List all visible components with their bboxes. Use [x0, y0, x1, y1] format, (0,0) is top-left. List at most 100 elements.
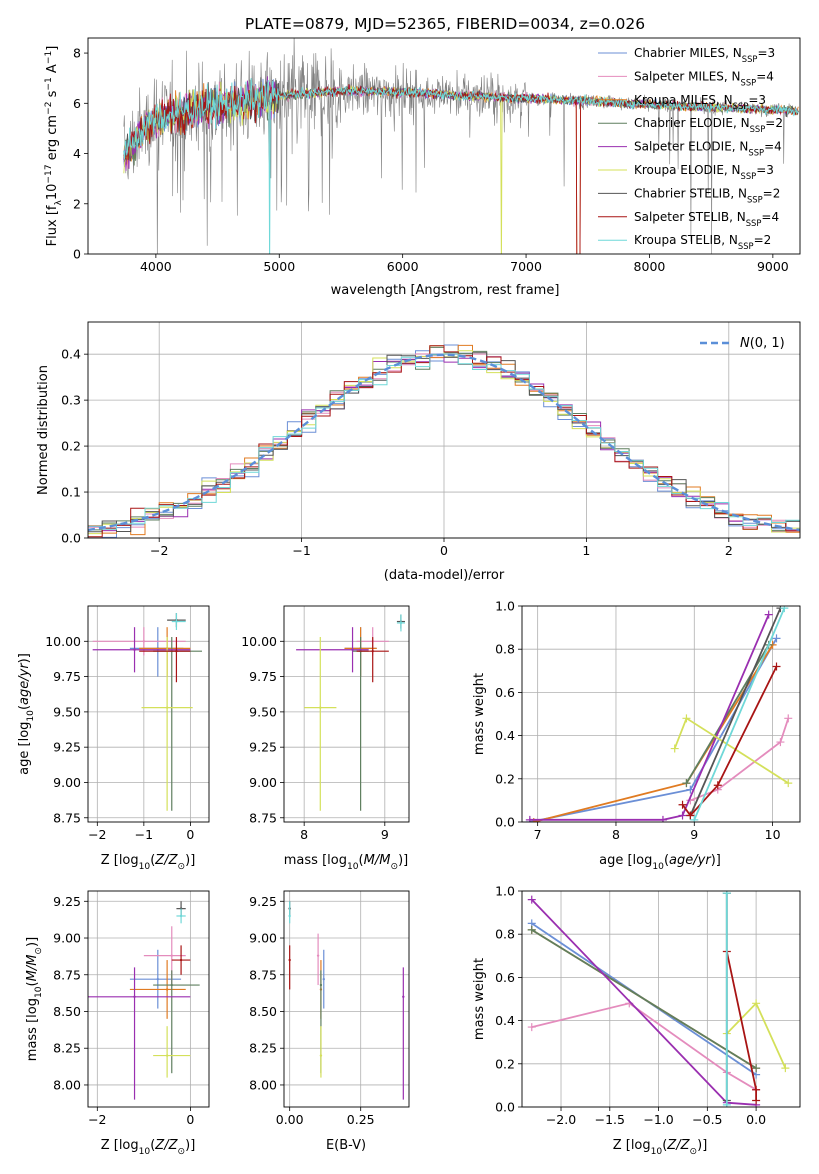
x-axis-label: Z [log10(Z/Z⊙)]	[613, 1138, 708, 1157]
data-point	[402, 995, 405, 998]
marker-plus	[682, 779, 691, 788]
series-line-chabrier-elodie	[531, 929, 757, 1069]
y-tick-label: 8.50	[53, 1004, 81, 1019]
y-tick-label: 8.50	[249, 1004, 277, 1019]
marker-plus	[784, 779, 793, 788]
axes-frame	[283, 605, 410, 823]
plot-area-age_vs_mass	[296, 614, 405, 811]
data-point	[142, 640, 146, 643]
x-tick-label: −2.0	[546, 1112, 576, 1127]
data-point	[133, 995, 136, 998]
y-axis-label: age [log10(age/yr)]	[17, 653, 36, 775]
marker-plus	[690, 815, 699, 822]
axes-frame	[87, 37, 801, 255]
figure-title: PLATE=0879, MJD=52365, FIBERID=0034, z=0…	[245, 15, 645, 33]
y-tick-label: 2	[73, 196, 81, 211]
x-tick-label: −1	[135, 827, 153, 842]
y-tick-label: 0.2	[495, 1056, 515, 1071]
y-tick-label: 9.75	[249, 669, 277, 684]
x-tick-label: 2	[725, 543, 733, 558]
y-tick-label: 8.25	[249, 1041, 277, 1056]
x-axis-label: wavelength [Angstrom, rest frame]	[331, 283, 560, 298]
marker-plus	[527, 925, 536, 934]
x-axis-label: Z [log10(Z/Z⊙)]	[101, 1138, 196, 1157]
axes-age_vs_mass: 8 9 8.75 9.00 9.25 9.50 9.75 10.00 mass [log10(M…	[241, 605, 410, 872]
series-line-chabrier-stelib	[689, 607, 782, 816]
data-point	[399, 621, 403, 625]
marker-plus	[772, 634, 781, 643]
normal-curve-line	[88, 353, 800, 532]
x-tick-label: 7	[534, 827, 542, 842]
y-tick-label: 8.75	[53, 810, 81, 825]
data-point	[319, 706, 322, 709]
marker-plus	[752, 999, 761, 1008]
legend-entry: Chabrier ELODIE, NSSP=2	[634, 116, 783, 134]
series-line-salpeter-stelib	[681, 666, 778, 817]
data-point	[133, 648, 136, 651]
data-point	[322, 977, 325, 981]
marker-plus	[658, 815, 667, 822]
marker-plus	[752, 1085, 761, 1094]
y-tick-label: 9.25	[53, 894, 81, 909]
y-axis-label: mass weight	[472, 673, 487, 755]
x-tick-label: 8000	[634, 259, 666, 274]
y-tick-label: 8.75	[249, 810, 277, 825]
axes-weight_vs_age: 7 8 9 10 0.0 0.2 0.4 0.6 0.8 1.0 age [log10(age/yr…	[472, 599, 801, 872]
plot-area-residuals	[88, 344, 800, 538]
y-axis-label: Flux [fλ10−17 erg cm−2 s−1 A−1]	[44, 46, 64, 247]
data-point	[156, 977, 160, 981]
axes-mass_vs_Z: −2 0 8.00 8.25 8.50 8.75 9.00 9.25 Z [log10(Z/Z⊙…	[25, 890, 210, 1157]
y-tick-label: 8.00	[53, 1077, 81, 1092]
y-tick-label: 9.75	[53, 669, 81, 684]
y-tick-label: 0.4	[61, 347, 81, 362]
axes-weight_vs_Z: −2.0 −1.5 −1.0 −0.5 0.0 0.0 0.2 0.4 0.6 0.8 1.0 Z […	[472, 884, 801, 1157]
data-point	[371, 649, 374, 653]
legend-entry: Salpeter ELODIE, NSSP=4	[634, 140, 782, 158]
data-point	[175, 620, 178, 623]
x-axis-label: (data-model)/error	[384, 568, 505, 583]
marker-plus	[764, 610, 773, 619]
data-point	[175, 649, 178, 653]
axes-frame	[87, 605, 210, 823]
series-line-kroupa-miles	[533, 644, 774, 822]
y-tick-label: 9.00	[249, 775, 277, 790]
x-tick-label: 6000	[387, 259, 419, 274]
x-axis-label: age [log10(age/yr)]	[599, 853, 721, 872]
y-tick-label: 9.00	[53, 775, 81, 790]
marker-plus	[781, 1064, 790, 1073]
data-point	[165, 1054, 169, 1057]
x-tick-label: −1	[292, 543, 310, 558]
marker-plus	[686, 811, 695, 820]
plot-area-age_vs_Z	[92, 613, 203, 811]
x-tick-label: 7000	[510, 259, 542, 274]
x-tick-label: 0	[186, 1112, 194, 1127]
y-tick-label: 9.50	[249, 704, 277, 719]
y-tick-label: 8.00	[249, 1077, 277, 1092]
x-tick-label: −0.5	[692, 1112, 722, 1127]
x-tick-label: 0.0	[746, 1112, 766, 1127]
marker-plus	[784, 714, 793, 723]
legend-entry: Salpeter STELIB, NSSP=4	[634, 210, 779, 228]
legend-entry: Chabrier STELIB, NSSP=2	[634, 186, 780, 204]
histogram-chabrier-miles	[88, 344, 800, 538]
data-point	[170, 954, 173, 957]
y-tick-label: 9.00	[249, 931, 277, 946]
y-tick-label: 0.3	[61, 393, 81, 408]
legend-entry: Chabrier MILES, NSSP=3	[634, 46, 775, 64]
axes-age_vs_Z: −2 −1 0 8.75 9.00 9.25 9.50 9.75 10.00 Z [log10(Z…	[17, 605, 210, 872]
y-tick-label: 8.25	[53, 1041, 81, 1056]
model-spectrum-kroupa-elodie	[123, 81, 799, 254]
x-axis-label: E(B-V)	[326, 1138, 366, 1153]
x-tick-label: 8	[300, 827, 308, 842]
y-tick-label: 9.50	[53, 704, 81, 719]
data-point	[288, 914, 291, 918]
data-point	[319, 983, 323, 987]
x-tick-label: 9	[690, 827, 698, 842]
series-line-kroupa-stelib	[693, 607, 786, 821]
y-tick-label: 9.25	[53, 740, 81, 755]
x-tick-label: 4000	[140, 259, 172, 274]
y-tick-label: 10.00	[241, 634, 277, 649]
data-point	[319, 1054, 323, 1057]
y-tick-label: 1.0	[495, 599, 515, 614]
